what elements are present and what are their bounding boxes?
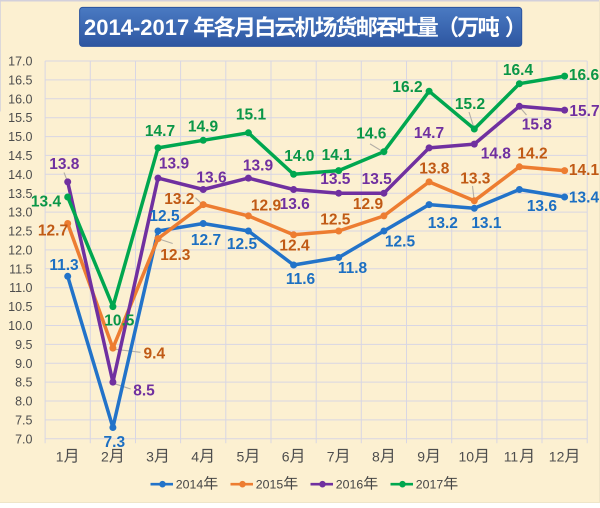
svg-text:14.0: 14.0 (8, 168, 32, 182)
svg-text:15.5: 15.5 (8, 111, 32, 125)
svg-text:9.5: 9.5 (15, 338, 32, 352)
svg-text:13.1: 13.1 (471, 215, 502, 232)
svg-text:12.9: 12.9 (353, 196, 384, 213)
svg-text:11.0: 11.0 (9, 281, 32, 295)
svg-text:10: 10 (459, 449, 475, 465)
svg-text:17.0: 17.0 (8, 55, 32, 69)
svg-text:11: 11 (504, 449, 519, 465)
svg-text:11.8: 11.8 (338, 260, 368, 277)
svg-text:13.2: 13.2 (164, 191, 194, 208)
svg-text:16.4: 16.4 (503, 62, 534, 79)
svg-text:16.5: 16.5 (8, 73, 32, 87)
svg-text:14.1: 14.1 (569, 162, 600, 179)
svg-text:13.5: 13.5 (8, 187, 32, 201)
svg-text:2016: 2016 (336, 478, 364, 492)
svg-text:12.5: 12.5 (149, 208, 180, 225)
svg-text:11.6: 11.6 (286, 271, 316, 288)
svg-text:12.7: 12.7 (38, 222, 68, 239)
svg-text:12.7: 12.7 (191, 232, 221, 249)
svg-text:13.3: 13.3 (460, 171, 491, 188)
svg-text:1: 1 (56, 449, 64, 465)
svg-text:13.5: 13.5 (320, 171, 351, 188)
svg-text:12.5: 12.5 (8, 225, 32, 239)
svg-text:13.9: 13.9 (243, 158, 274, 175)
svg-text:12.0: 12.0 (8, 244, 32, 258)
svg-text:2014: 2014 (176, 478, 204, 492)
svg-text:11.3: 11.3 (49, 257, 79, 274)
svg-text:12.4: 12.4 (279, 238, 310, 255)
svg-text:12: 12 (549, 449, 565, 465)
svg-text:2014-2017: 2014-2017 (84, 15, 189, 40)
svg-text:12.5: 12.5 (385, 234, 416, 251)
svg-text:8.5: 8.5 (133, 383, 155, 400)
svg-text:14.6: 14.6 (356, 126, 387, 143)
svg-text:12.5: 12.5 (320, 212, 351, 229)
svg-text:14.2: 14.2 (517, 146, 547, 163)
svg-text:16.2: 16.2 (392, 79, 422, 96)
svg-text:13.0: 13.0 (8, 206, 32, 220)
svg-text:13.2: 13.2 (428, 215, 458, 232)
svg-text:10.5: 10.5 (104, 313, 135, 330)
svg-text:7.3: 7.3 (104, 434, 126, 451)
svg-text:14.5: 14.5 (8, 149, 32, 163)
svg-text:7: 7 (327, 449, 335, 465)
svg-text:3: 3 (146, 449, 154, 465)
svg-text:5: 5 (237, 449, 245, 465)
svg-text:13.4: 13.4 (31, 194, 62, 211)
svg-text:13.6: 13.6 (196, 170, 227, 187)
svg-text:14.7: 14.7 (414, 125, 444, 142)
svg-text:13.6: 13.6 (280, 196, 311, 213)
svg-text:10.0: 10.0 (8, 319, 32, 333)
svg-text:6: 6 (282, 449, 290, 465)
svg-text:14.0: 14.0 (284, 148, 314, 165)
svg-text:12.9: 12.9 (251, 198, 282, 215)
svg-text:12.5: 12.5 (227, 236, 258, 253)
svg-text:14.8: 14.8 (481, 146, 512, 163)
svg-text:16.0: 16.0 (8, 92, 32, 106)
svg-text:13.4: 13.4 (569, 189, 600, 206)
svg-text:12.3: 12.3 (160, 247, 191, 264)
svg-text:4: 4 (191, 449, 199, 465)
svg-text:9.0: 9.0 (15, 357, 32, 371)
svg-text:11.5: 11.5 (9, 262, 32, 276)
svg-text:13.6: 13.6 (527, 198, 558, 215)
svg-text:15.8: 15.8 (522, 117, 553, 134)
svg-text:15.0: 15.0 (8, 130, 32, 144)
svg-text:9: 9 (417, 449, 425, 465)
svg-text:15.2: 15.2 (455, 96, 485, 113)
svg-text:7.5: 7.5 (15, 414, 32, 428)
svg-text:13.8: 13.8 (419, 160, 450, 177)
svg-text:10.5: 10.5 (8, 300, 32, 314)
svg-text:13.5: 13.5 (362, 171, 393, 188)
svg-text:8: 8 (372, 449, 380, 465)
svg-text:14.7: 14.7 (145, 123, 175, 140)
svg-text:14.9: 14.9 (188, 119, 219, 136)
svg-text:8.5: 8.5 (15, 376, 32, 390)
svg-text:9.4: 9.4 (144, 346, 166, 363)
svg-text:15.1: 15.1 (236, 107, 267, 124)
svg-text:13.8: 13.8 (49, 156, 80, 173)
svg-text:13.9: 13.9 (159, 156, 190, 173)
svg-text:2: 2 (101, 449, 109, 465)
svg-text:8.0: 8.0 (15, 395, 32, 409)
svg-text:15.7: 15.7 (569, 103, 599, 120)
svg-text:2015: 2015 (256, 478, 284, 492)
svg-text:16.6: 16.6 (569, 67, 600, 84)
svg-text:14.1: 14.1 (322, 147, 353, 164)
svg-text:7.0: 7.0 (15, 432, 32, 446)
svg-text:2017: 2017 (416, 478, 444, 492)
